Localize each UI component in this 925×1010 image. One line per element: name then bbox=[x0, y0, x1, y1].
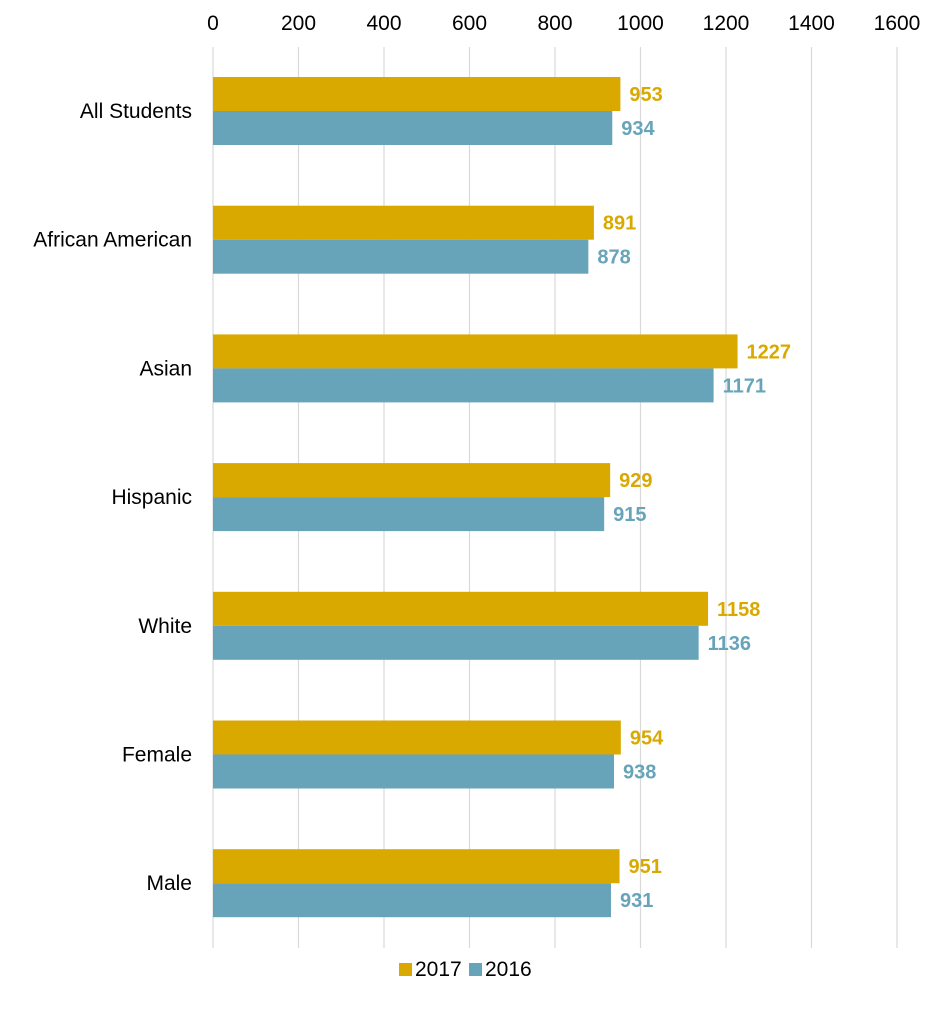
data-label-2017: 1227 bbox=[747, 341, 792, 363]
bar-2016 bbox=[213, 625, 699, 660]
bar-2017 bbox=[213, 463, 611, 498]
category-label: Male bbox=[146, 872, 192, 895]
data-label-2017: 954 bbox=[630, 728, 664, 750]
bar-2017 bbox=[213, 77, 621, 111]
bar-2017 bbox=[213, 334, 738, 369]
bar-2017 bbox=[213, 849, 620, 884]
x-axis-ticks: 0 200 400 600 800 1000 1200 1400 1600 bbox=[207, 12, 920, 35]
bar-2016 bbox=[213, 111, 613, 145]
legend-swatch-2017 bbox=[399, 963, 412, 976]
legend-label-2016: 2016 bbox=[485, 958, 532, 981]
bar-2016 bbox=[213, 883, 612, 918]
category-label: Hispanic bbox=[111, 486, 192, 509]
bar-2016 bbox=[213, 239, 589, 274]
data-label-2017: 951 bbox=[629, 856, 662, 878]
legend: 2017 2016 bbox=[399, 958, 532, 981]
category-axis: All Students African American Asian Hispani… bbox=[33, 100, 192, 895]
data-label-2017: 953 bbox=[629, 84, 662, 106]
data-label-2017: 891 bbox=[603, 213, 636, 235]
bars bbox=[213, 77, 738, 918]
data-label-2016: 1171 bbox=[723, 375, 766, 397]
data-label-2016: 931 bbox=[620, 890, 653, 912]
category-label: African American bbox=[33, 229, 192, 252]
x-tick-label: 1200 bbox=[703, 12, 750, 35]
bar-2016 bbox=[213, 754, 614, 789]
bar-2016 bbox=[213, 368, 714, 403]
bar-2017 bbox=[213, 720, 621, 755]
category-label: All Students bbox=[80, 100, 192, 123]
x-tick-label: 800 bbox=[537, 12, 572, 35]
x-tick-label: 1000 bbox=[617, 12, 664, 35]
data-labels: 953 934 891 878 1227 1171 929 915 1158 1136 954 938… bbox=[597, 84, 791, 912]
category-label: White bbox=[138, 615, 192, 638]
x-tick-label: 400 bbox=[366, 12, 401, 35]
data-label-2016: 934 bbox=[621, 118, 655, 140]
legend-label-2017: 2017 bbox=[415, 958, 462, 981]
data-label-2016: 1136 bbox=[708, 633, 751, 655]
legend-swatch-2016 bbox=[469, 963, 482, 976]
x-tick-label: 200 bbox=[281, 12, 316, 35]
x-tick-label: 1400 bbox=[788, 12, 835, 35]
data-label-2016: 878 bbox=[597, 247, 630, 269]
bar-2016 bbox=[213, 497, 605, 532]
data-label-2017: 929 bbox=[619, 470, 652, 492]
data-label-2017: 1158 bbox=[717, 599, 760, 621]
bar-2017 bbox=[213, 591, 709, 626]
x-tick-label: 1600 bbox=[874, 12, 921, 35]
bar-2017 bbox=[213, 205, 594, 240]
x-tick-label: 0 bbox=[207, 12, 219, 35]
category-label: Asian bbox=[139, 357, 192, 380]
category-label: Female bbox=[122, 744, 192, 767]
x-tick-label: 600 bbox=[452, 12, 487, 35]
data-label-2016: 915 bbox=[613, 504, 646, 526]
data-label-2016: 938 bbox=[623, 762, 656, 784]
